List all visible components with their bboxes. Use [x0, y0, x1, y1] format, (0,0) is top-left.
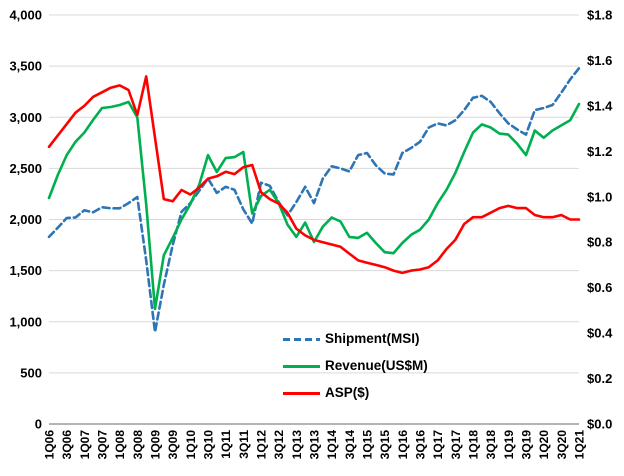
right-axis-tick-label: $0.4 [587, 326, 613, 341]
left-axis-tick-label: 3,000 [9, 110, 42, 125]
x-axis-tick-label: 1Q13 [290, 430, 304, 460]
left-axis-tick-label: 4,000 [9, 8, 42, 23]
asp-line-swatch-icon [283, 391, 320, 395]
shipment-line-swatch-icon [283, 337, 320, 341]
x-axis-tick-label: 3Q14 [343, 430, 357, 460]
x-axis-tick-label: 1Q07 [78, 430, 92, 460]
legend-label-revenue: Revenue(US$M) [325, 358, 428, 373]
legend-item-asp: ASP($) [283, 384, 428, 402]
left-axis-tick-label: 500 [20, 365, 42, 380]
right-axis-tick-label: $1.6 [587, 53, 612, 68]
x-axis-tick-label: 1Q14 [325, 430, 339, 460]
left-axis-tick-label: 3,500 [9, 59, 42, 74]
x-axis-tick-label: 1Q12 [255, 430, 269, 460]
right-axis-tick-label: $1.0 [587, 189, 612, 204]
x-axis-tick-label: 1Q18 [467, 430, 481, 460]
x-axis-tick-label: 1Q16 [396, 430, 410, 460]
x-axis-tick-label: 3Q13 [308, 430, 322, 460]
left-axis-tick-label: 1,500 [9, 263, 42, 278]
right-axis-tick-label: $0.2 [587, 371, 612, 386]
x-axis-tick-label: 3Q16 [414, 430, 428, 460]
chart-legend: Shipment(MSI) Revenue(US$M) ASP($) [283, 330, 428, 402]
right-axis-tick-label: $1.4 [587, 98, 613, 113]
x-axis-tick-label: 3Q18 [484, 430, 498, 460]
x-axis-tick-label: 3Q06 [60, 430, 74, 460]
x-axis-tick-label: 1Q19 [502, 430, 516, 460]
x-axis-tick-label: 3Q11 [237, 430, 251, 459]
x-axis-tick-label: 1Q15 [361, 430, 375, 460]
x-axis-tick-label: 3Q20 [555, 430, 569, 460]
x-axis-tick-label: 1Q17 [431, 430, 445, 460]
right-axis-tick-label: $0.8 [587, 235, 612, 250]
legend-item-revenue: Revenue(US$M) [283, 357, 428, 375]
legend-item-shipment: Shipment(MSI) [283, 330, 428, 348]
right-axis-tick-label: $1.2 [587, 144, 612, 159]
right-axis-tick-label: $0.6 [587, 280, 612, 295]
series-line-revenue-us-m [47, 100, 581, 311]
x-axis-tick-label: 3Q09 [166, 430, 180, 460]
right-axis-tick-label: $0.0 [587, 417, 612, 432]
x-axis-tick-label: 1Q06 [43, 430, 57, 460]
left-axis-tick-label: 1,000 [9, 314, 42, 329]
x-axis-tick-label: 3Q15 [378, 430, 392, 460]
left-axis-tick-label: 0 [35, 417, 42, 432]
legend-label-shipment: Shipment(MSI) [325, 331, 420, 346]
right-axis-tick-label: $1.8 [587, 8, 612, 23]
x-axis-tick-label: 1Q21 [573, 430, 587, 460]
x-axis-tick-label: 3Q08 [131, 430, 145, 460]
x-axis-tick-label: 1Q20 [537, 430, 551, 460]
series-line-shipment-msi [47, 66, 581, 334]
x-axis-tick-label: 1Q08 [113, 430, 127, 460]
series-line-asp [47, 75, 581, 275]
x-axis-tick-label: 3Q07 [96, 430, 110, 460]
x-axis-tick-label: 1Q09 [149, 430, 163, 460]
x-axis-tick-label: 3Q17 [449, 430, 463, 460]
left-axis-tick-label: 2,500 [9, 161, 42, 176]
x-axis-tick-label: 1Q10 [184, 430, 198, 460]
x-axis-tick-label: 3Q10 [202, 430, 216, 460]
revenue-line-swatch-icon [283, 364, 320, 368]
legend-label-asp: ASP($) [325, 385, 370, 400]
x-axis-tick-label: 3Q19 [520, 430, 534, 460]
x-axis-tick-label: 1Q11 [219, 430, 233, 459]
x-axis-tick-label: 3Q12 [272, 430, 286, 460]
left-axis-tick-label: 2,000 [9, 212, 42, 227]
